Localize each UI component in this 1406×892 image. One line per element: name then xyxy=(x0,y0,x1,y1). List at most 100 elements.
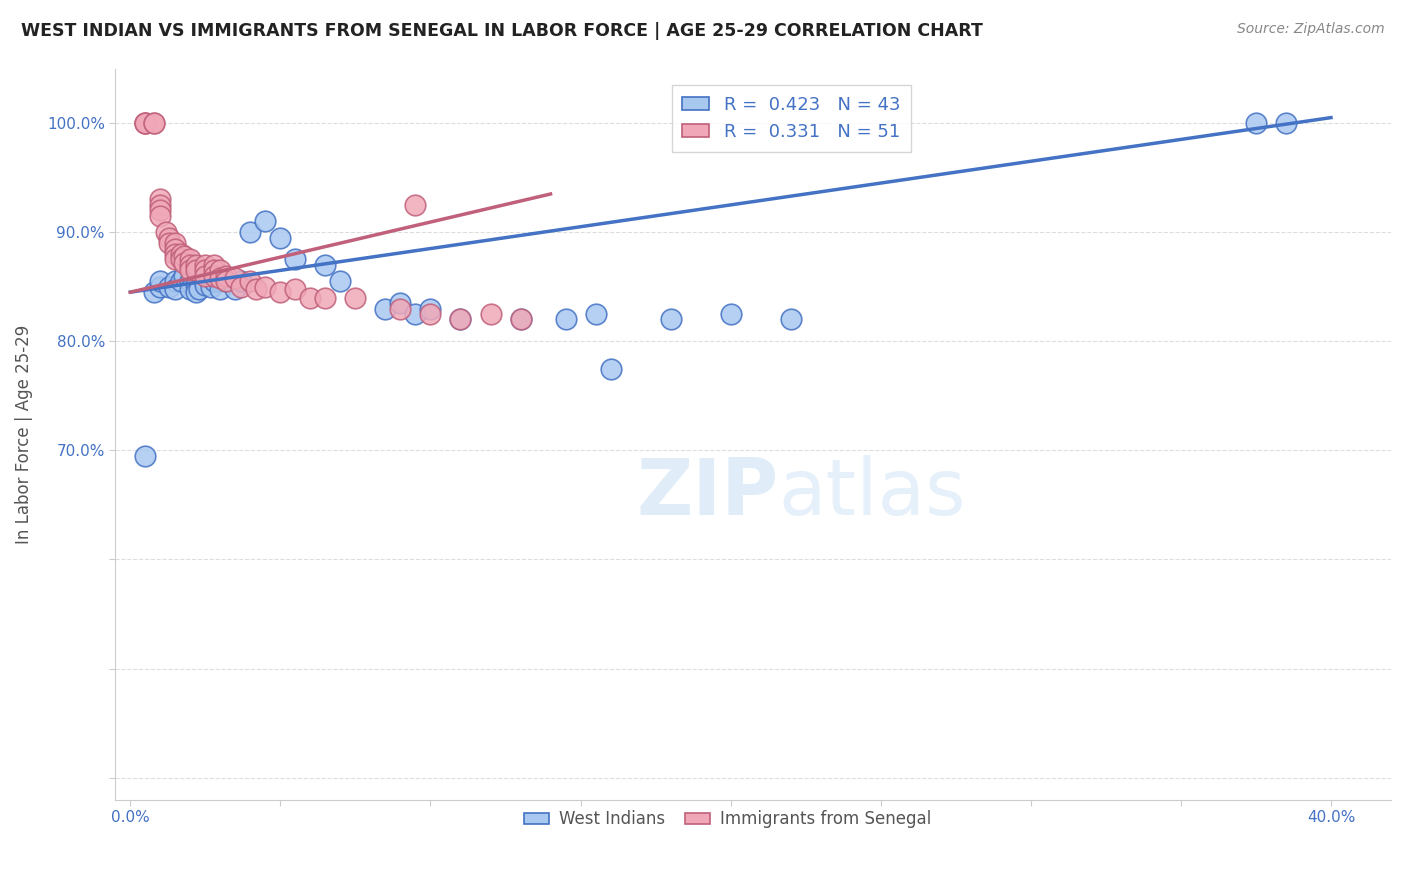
Point xyxy=(344,291,367,305)
Point xyxy=(404,307,426,321)
Point xyxy=(269,285,291,300)
Point xyxy=(599,361,621,376)
Point xyxy=(659,312,682,326)
Point xyxy=(149,203,172,218)
Point xyxy=(179,282,201,296)
Point xyxy=(389,301,412,316)
Point xyxy=(329,274,352,288)
Point xyxy=(134,449,156,463)
Point xyxy=(186,277,208,292)
Point xyxy=(239,274,262,288)
Text: atlas: atlas xyxy=(779,455,966,531)
Point xyxy=(720,307,742,321)
Point xyxy=(143,116,166,130)
Point xyxy=(404,198,426,212)
Point xyxy=(194,263,217,277)
Point xyxy=(202,274,225,288)
Point xyxy=(179,274,201,288)
Point xyxy=(149,198,172,212)
Point xyxy=(170,247,193,261)
Point xyxy=(209,263,232,277)
Point xyxy=(202,258,225,272)
Point xyxy=(179,258,201,272)
Point xyxy=(224,282,246,296)
Point xyxy=(194,274,217,288)
Point xyxy=(194,268,217,283)
Point xyxy=(165,252,187,267)
Point xyxy=(509,312,531,326)
Point xyxy=(215,274,238,288)
Point xyxy=(239,225,262,239)
Point xyxy=(194,258,217,272)
Point xyxy=(1275,116,1298,130)
Point xyxy=(245,282,267,296)
Point xyxy=(165,274,187,288)
Point xyxy=(215,268,238,283)
Legend: West Indians, Immigrants from Senegal: West Indians, Immigrants from Senegal xyxy=(517,804,938,835)
Point xyxy=(157,279,180,293)
Point xyxy=(170,274,193,288)
Point xyxy=(419,301,441,316)
Point xyxy=(314,291,336,305)
Point xyxy=(165,236,187,251)
Point xyxy=(479,307,502,321)
Point xyxy=(419,307,441,321)
Point xyxy=(170,252,193,267)
Point xyxy=(157,236,180,251)
Point xyxy=(179,263,201,277)
Point xyxy=(173,256,195,270)
Point xyxy=(179,252,201,267)
Point xyxy=(284,282,307,296)
Text: ZIP: ZIP xyxy=(637,455,779,531)
Point xyxy=(231,279,253,293)
Point xyxy=(165,242,187,256)
Point xyxy=(231,274,253,288)
Point xyxy=(202,268,225,283)
Point xyxy=(209,274,232,288)
Point xyxy=(585,307,607,321)
Point xyxy=(186,258,208,272)
Point xyxy=(269,230,291,244)
Point xyxy=(200,279,222,293)
Point xyxy=(134,116,156,130)
Point xyxy=(188,282,211,296)
Point xyxy=(155,225,177,239)
Text: Source: ZipAtlas.com: Source: ZipAtlas.com xyxy=(1237,22,1385,37)
Point xyxy=(254,214,277,228)
Point xyxy=(202,263,225,277)
Text: WEST INDIAN VS IMMIGRANTS FROM SENEGAL IN LABOR FORCE | AGE 25-29 CORRELATION CH: WEST INDIAN VS IMMIGRANTS FROM SENEGAL I… xyxy=(21,22,983,40)
Point xyxy=(149,209,172,223)
Point xyxy=(450,312,472,326)
Point xyxy=(509,312,531,326)
Point xyxy=(215,274,238,288)
Point xyxy=(165,247,187,261)
Point xyxy=(1244,116,1267,130)
Point xyxy=(173,268,195,283)
Point xyxy=(554,312,576,326)
Point xyxy=(284,252,307,267)
Point xyxy=(134,116,156,130)
Point xyxy=(254,279,277,293)
Point xyxy=(194,277,217,292)
Point xyxy=(149,274,172,288)
Point xyxy=(314,258,336,272)
Point xyxy=(149,193,172,207)
Point xyxy=(149,279,172,293)
Point xyxy=(389,296,412,310)
Point xyxy=(450,312,472,326)
Point xyxy=(209,282,232,296)
Point xyxy=(143,285,166,300)
Point xyxy=(209,271,232,285)
Point xyxy=(157,230,180,244)
Point xyxy=(173,249,195,263)
Point xyxy=(299,291,322,305)
Y-axis label: In Labor Force | Age 25-29: In Labor Force | Age 25-29 xyxy=(15,325,32,543)
Point xyxy=(165,282,187,296)
Point xyxy=(186,263,208,277)
Point xyxy=(224,271,246,285)
Point xyxy=(134,116,156,130)
Point xyxy=(143,116,166,130)
Point xyxy=(186,285,208,300)
Point xyxy=(374,301,396,316)
Point xyxy=(779,312,801,326)
